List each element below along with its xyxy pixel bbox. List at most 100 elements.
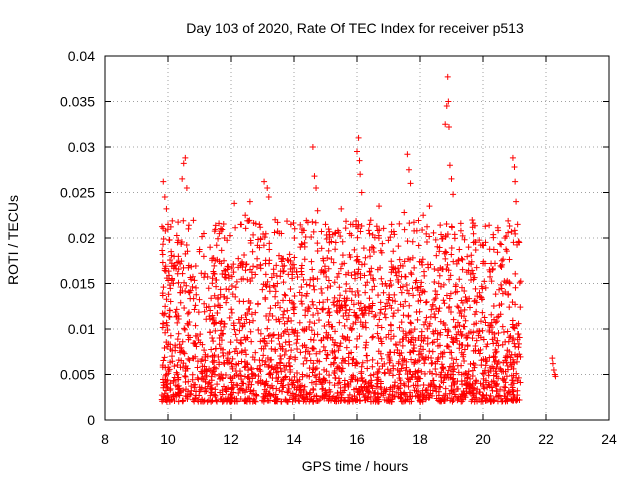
data-point [332, 395, 339, 402]
data-point [385, 351, 392, 358]
data-point [380, 390, 387, 397]
data-point [175, 219, 182, 226]
data-point [181, 304, 188, 311]
data-point [351, 268, 358, 275]
data-point [480, 375, 487, 382]
data-point [349, 288, 356, 295]
data-point [405, 313, 412, 320]
data-point [458, 332, 465, 339]
data-point [231, 200, 238, 207]
data-point [205, 285, 212, 292]
data-point [511, 164, 518, 171]
data-point [294, 345, 301, 352]
data-point [402, 298, 409, 305]
data-point [231, 372, 238, 379]
data-point [259, 286, 266, 293]
data-point [332, 246, 339, 253]
data-point [321, 366, 328, 373]
data-point [517, 278, 524, 285]
data-point [490, 303, 497, 310]
data-point [327, 388, 334, 395]
data-point [445, 123, 452, 130]
data-point [494, 249, 501, 256]
data-point [160, 241, 167, 248]
data-point [288, 380, 295, 387]
data-point [361, 272, 368, 279]
data-point [193, 291, 200, 298]
data-point [166, 397, 173, 404]
data-point [298, 292, 305, 299]
data-point [198, 384, 205, 391]
data-point [374, 330, 381, 337]
data-point [291, 254, 298, 261]
data-point [340, 312, 347, 319]
data-point [331, 230, 338, 237]
data-point [490, 354, 497, 361]
data-point [359, 377, 366, 384]
data-point [348, 297, 355, 304]
data-point [479, 241, 486, 248]
data-point [376, 226, 383, 233]
data-point [281, 262, 288, 269]
data-point [329, 394, 336, 401]
data-point [342, 383, 349, 390]
data-point [484, 384, 491, 391]
data-point [203, 304, 210, 311]
data-point [509, 397, 516, 404]
data-point [503, 353, 510, 360]
data-point [399, 342, 406, 349]
data-point [478, 398, 485, 405]
data-point [221, 257, 228, 264]
data-point [199, 398, 206, 405]
data-point [254, 255, 261, 262]
data-point [309, 218, 316, 225]
data-point [214, 309, 221, 316]
data-point [455, 329, 462, 336]
data-point [244, 310, 251, 317]
data-point [257, 330, 264, 337]
data-point [242, 363, 249, 370]
data-point [348, 326, 355, 333]
data-point [407, 368, 414, 375]
data-point [430, 229, 437, 236]
data-point [163, 339, 170, 346]
data-point [291, 235, 298, 242]
data-point [245, 381, 252, 388]
data-point [463, 269, 470, 276]
data-point [339, 333, 346, 340]
data-point [250, 317, 257, 324]
data-point [516, 239, 523, 246]
x-axis-title: GPS time / hours [302, 458, 409, 474]
data-point [380, 225, 387, 232]
data-point [378, 355, 385, 362]
data-point [353, 218, 360, 225]
data-point [394, 346, 401, 353]
data-point [290, 220, 297, 226]
data-point [206, 313, 213, 320]
y-axis-title: ROTI / TECUs [5, 195, 21, 285]
data-point [351, 246, 358, 253]
data-point [368, 244, 375, 251]
data-point [470, 239, 477, 246]
data-point [199, 363, 206, 370]
data-point [509, 321, 516, 328]
data-point [178, 241, 185, 248]
data-point [415, 242, 422, 249]
data-point [236, 320, 243, 327]
data-point [363, 339, 370, 346]
data-point [179, 175, 186, 182]
data-point [378, 275, 385, 282]
data-point [220, 346, 227, 353]
data-point [339, 252, 346, 259]
data-point [278, 333, 285, 340]
data-point [309, 144, 316, 150]
data-point [214, 398, 221, 405]
data-point [308, 233, 315, 240]
data-point [396, 371, 403, 378]
data-point [434, 243, 441, 250]
data-point [236, 298, 243, 305]
data-point [202, 354, 209, 361]
data-point [388, 269, 395, 276]
data-point [495, 227, 502, 234]
data-point [193, 343, 200, 350]
